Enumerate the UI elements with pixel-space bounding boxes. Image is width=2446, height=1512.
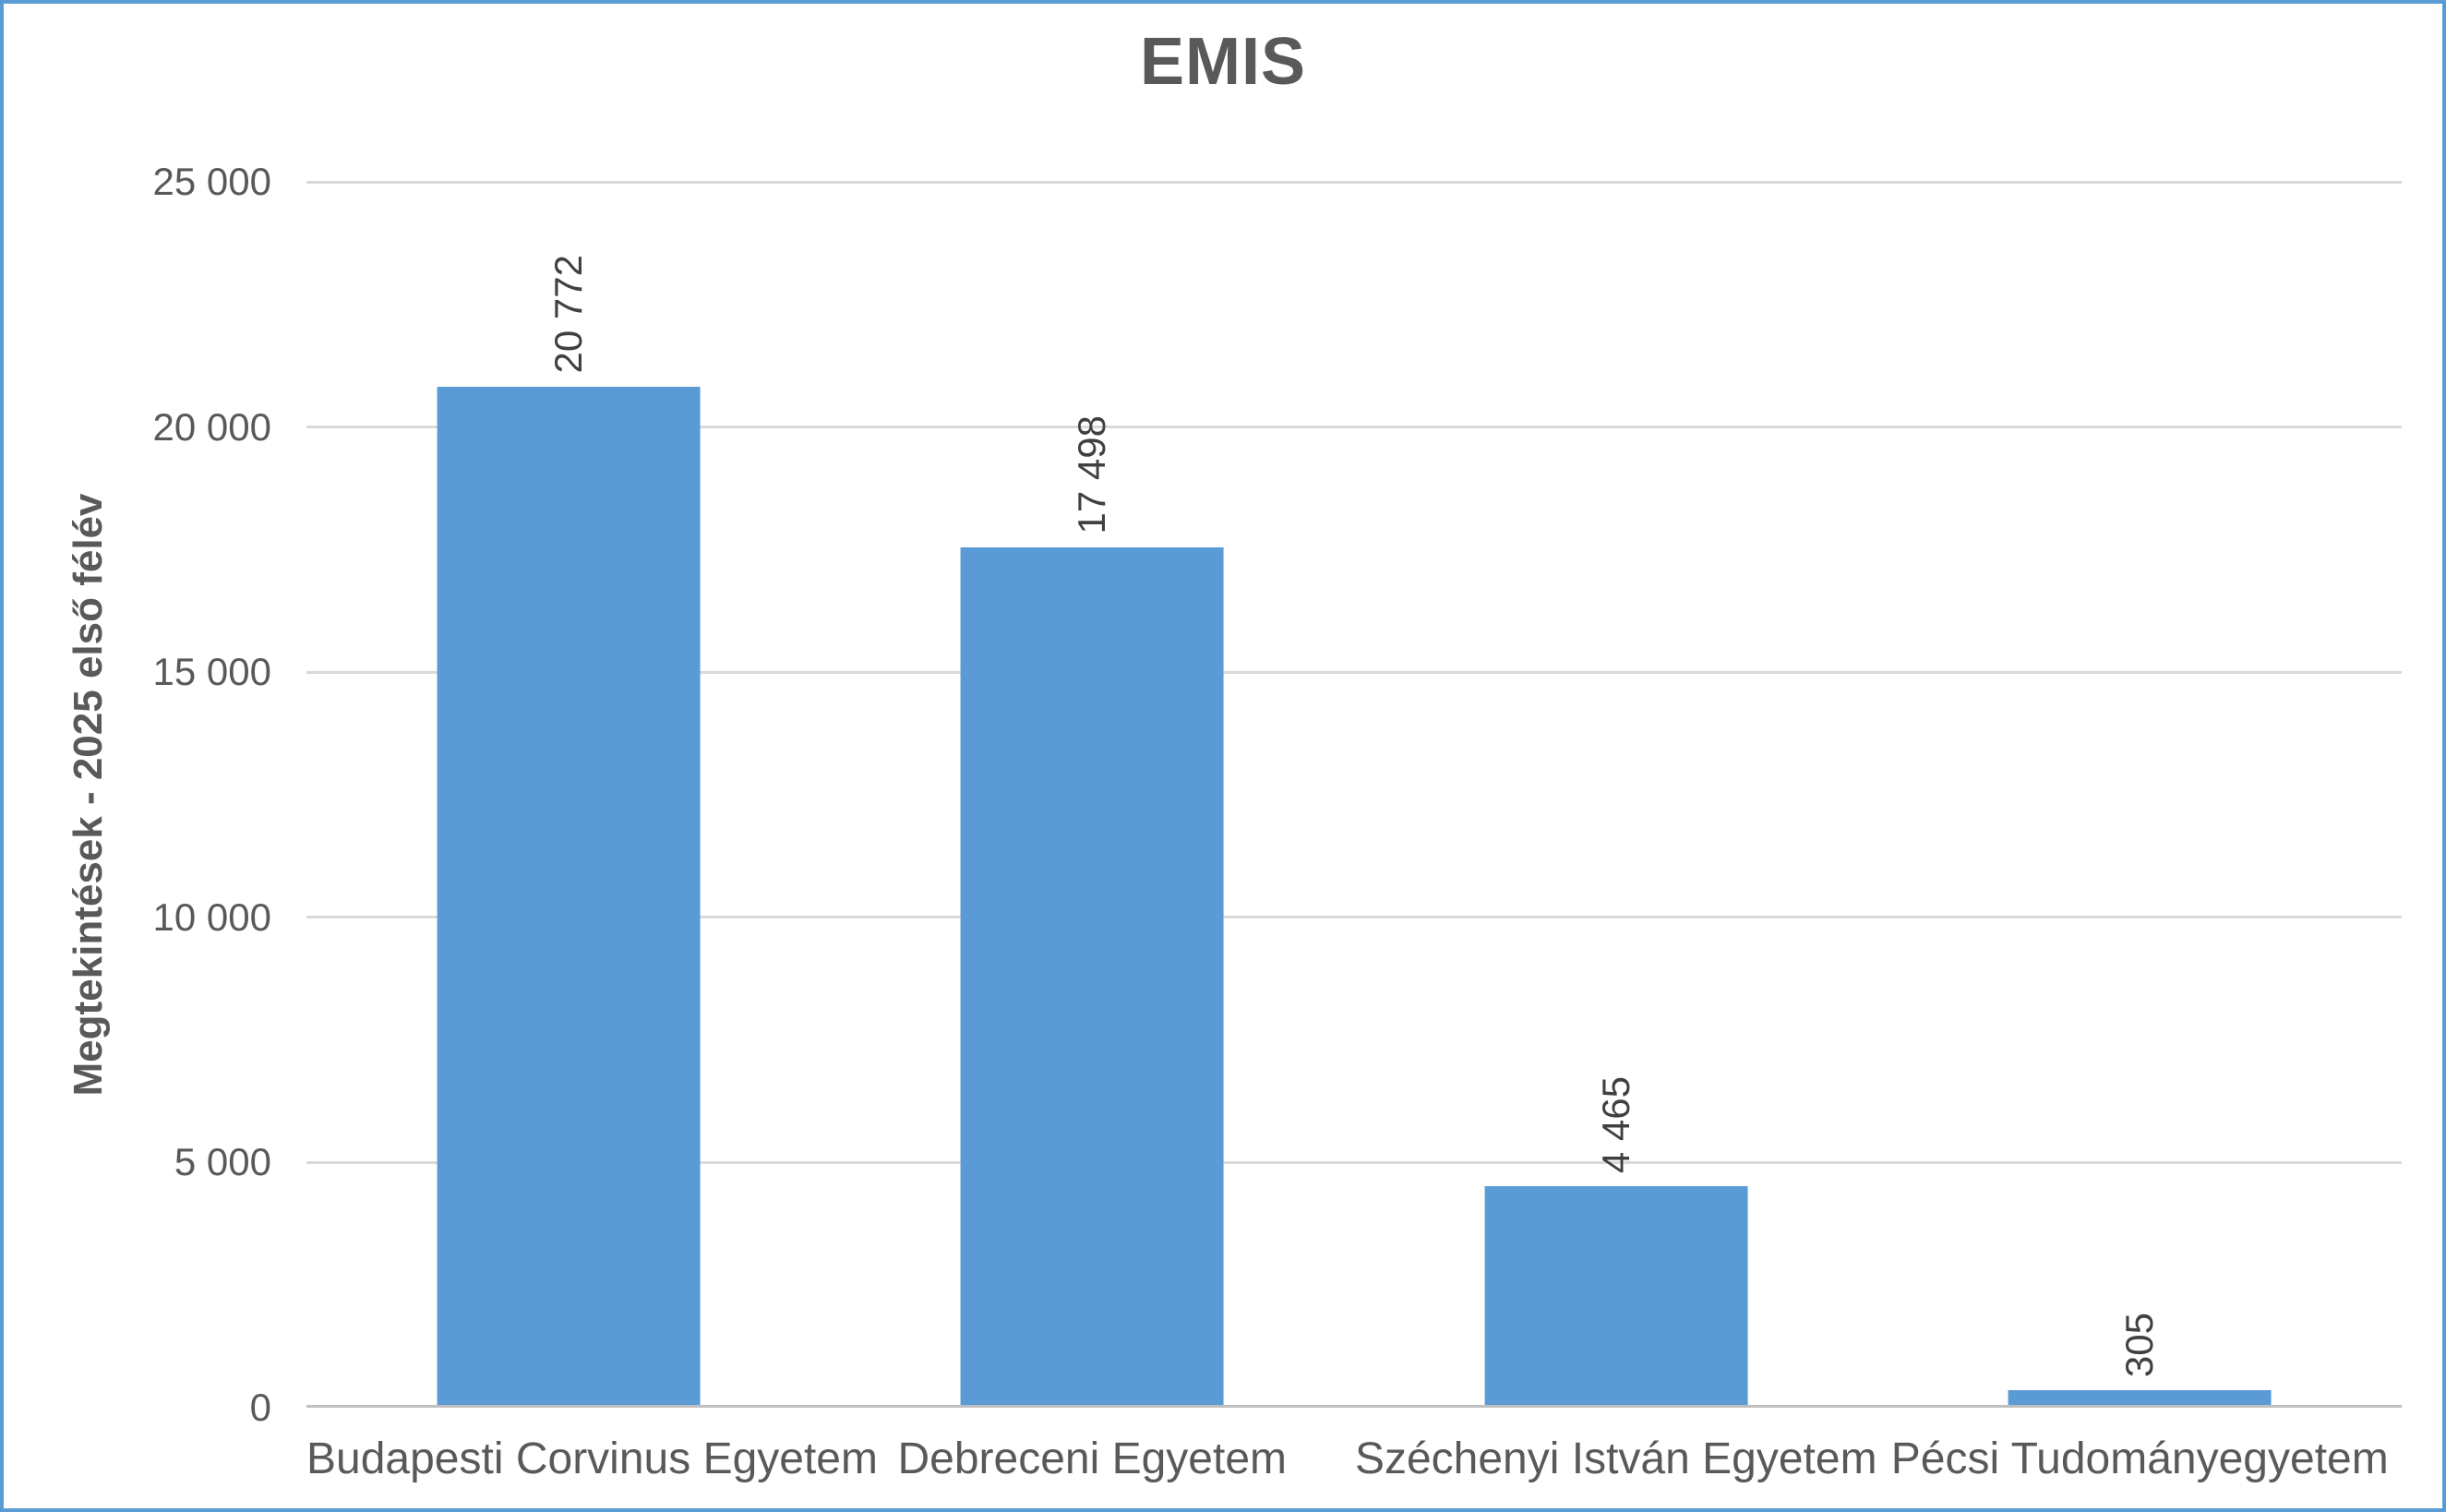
y-tick-label: 15 000 <box>152 650 271 694</box>
bar <box>1484 1185 1748 1405</box>
x-category-label: Széchenyi István Egyetem <box>1354 1434 1877 1483</box>
x-category-label: Budapesti Corvinus Egyetem <box>306 1434 878 1483</box>
y-tick-label: 25 000 <box>152 160 271 203</box>
bar-value-label: 17 498 <box>1070 415 1114 534</box>
bar-value-label: 305 <box>2117 1312 2162 1377</box>
chart-title: EMIS <box>1139 25 1307 99</box>
bar-value-label-wrapper: 4 465 <box>1593 1075 1637 1173</box>
gridline <box>306 916 2402 919</box>
gridline <box>306 670 2402 674</box>
gridline <box>306 426 2402 429</box>
bar-value-label: 4 465 <box>1593 1075 1637 1173</box>
gridline <box>306 1160 2402 1164</box>
x-axis-line <box>306 1405 2402 1408</box>
x-category-label: Debreceni Egyetem <box>897 1434 1288 1483</box>
y-tick-label: 10 000 <box>152 894 271 939</box>
plot-area: 20 772 17 498 4 465 305 <box>306 180 2402 1408</box>
x-category-label: Pécsi Tudományegyetem <box>1890 1434 2389 1483</box>
bar <box>437 386 701 1405</box>
bar-value-label-wrapper: 305 <box>2117 1312 2162 1377</box>
y-tick-label: 0 <box>249 1386 271 1429</box>
x-axis-category-labels: Budapesti Corvinus Egyetem Debreceni Egye… <box>306 1433 2402 1497</box>
gridline <box>306 180 2402 184</box>
bar <box>2008 1389 2272 1405</box>
bar-value-label: 20 772 <box>546 255 590 374</box>
bar-value-label-wrapper: 17 498 <box>1070 415 1114 534</box>
y-tick-label: 20 000 <box>152 404 271 449</box>
bar <box>960 546 1224 1405</box>
y-axis-tick-labels: 0 5 000 10 000 15 000 20 000 25 000 <box>4 162 271 1427</box>
y-tick-label: 5 000 <box>174 1140 271 1184</box>
bar-value-label-wrapper: 20 772 <box>546 255 590 374</box>
